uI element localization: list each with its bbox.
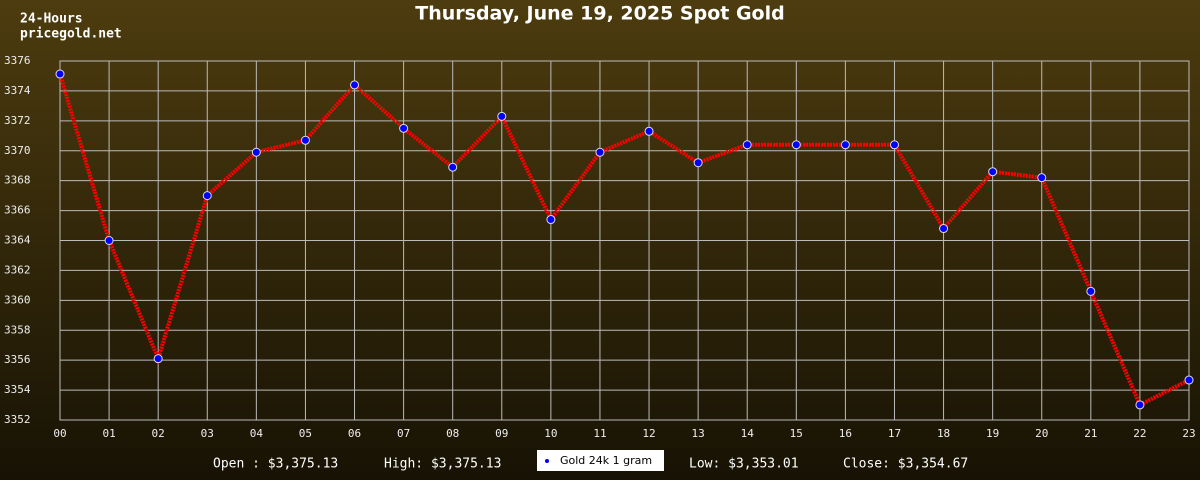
data-point: [350, 80, 360, 90]
legend-box: [537, 450, 664, 471]
x-tick-label: 00: [53, 427, 66, 440]
header-line: pricegold.net: [20, 27, 122, 42]
y-tick-label: 3370: [4, 144, 31, 157]
data-point: [1086, 286, 1096, 296]
x-tick-label: 18: [937, 427, 950, 440]
x-tick-label: 05: [299, 427, 312, 440]
data-point: [497, 111, 507, 121]
x-tick-label: 20: [1035, 427, 1048, 440]
x-tick-label: 13: [692, 427, 705, 440]
summary: Open : $3,375.13: [213, 457, 338, 472]
legend-marker: [545, 459, 549, 463]
summary: High: $3,375.13: [384, 457, 501, 472]
data-point: [202, 191, 212, 201]
x-tick-label: 10: [544, 427, 557, 440]
x-tick-label: 08: [446, 427, 459, 440]
data-point: [300, 135, 310, 145]
data-point: [546, 215, 556, 225]
y-tick-label: 3364: [4, 234, 31, 247]
y-tick-label: 3354: [4, 383, 31, 396]
data-point: [55, 69, 65, 79]
x-tick-label: 19: [986, 427, 999, 440]
x-tick-label: 21: [1084, 427, 1097, 440]
x-tick-label: 14: [741, 427, 755, 440]
data-point: [448, 162, 458, 172]
data-point: [742, 140, 752, 150]
summary: Close: $3,354.67: [843, 457, 968, 472]
data-point: [595, 147, 605, 157]
data-point: [889, 140, 899, 150]
data-point: [1037, 173, 1047, 183]
y-tick-label: 3374: [4, 84, 31, 97]
header-line: 24-Hours: [20, 12, 83, 27]
data-point: [791, 140, 801, 150]
data-point: [251, 147, 261, 157]
x-tick-label: 16: [839, 427, 852, 440]
y-tick-label: 3368: [4, 174, 31, 187]
y-tick-label: 3356: [4, 353, 31, 366]
data-point: [644, 126, 654, 136]
y-tick-label: 3352: [4, 413, 31, 426]
x-tick-label: 17: [888, 427, 901, 440]
data-point: [399, 123, 409, 133]
data-line: [58, 73, 1190, 408]
x-tick-label: 06: [348, 427, 361, 440]
data-point: [693, 158, 703, 168]
legend-label: Gold 24k 1 gram: [560, 454, 652, 467]
x-tick-label: 02: [152, 427, 165, 440]
x-tick-label: 23: [1182, 427, 1195, 440]
x-tick-label: 11: [593, 427, 606, 440]
y-tick-label: 3358: [4, 323, 31, 336]
chart-title: Thursday, June 19, 2025 Spot Gold: [415, 3, 784, 25]
y-tick-label: 3376: [4, 54, 31, 67]
y-tick-label: 3366: [4, 204, 31, 217]
x-tick-label: 03: [201, 427, 214, 440]
data-point: [939, 224, 949, 234]
x-tick-label: 12: [642, 427, 655, 440]
x-tick-label: 07: [397, 427, 410, 440]
data-point: [840, 140, 850, 150]
x-tick-label: 22: [1133, 427, 1146, 440]
data-point: [153, 354, 163, 364]
x-tick-label: 01: [102, 427, 115, 440]
y-tick-label: 3362: [4, 263, 31, 276]
y-tick-label: 3360: [4, 293, 31, 306]
data-point: [1184, 375, 1194, 385]
summary: Low: $3,353.01: [689, 457, 799, 472]
x-tick-label: 15: [790, 427, 803, 440]
x-tick-label: 04: [250, 427, 264, 440]
data-point: [104, 236, 114, 245]
x-tick-label: 09: [495, 427, 508, 440]
data-point: [988, 167, 998, 177]
y-tick-label: 3372: [4, 114, 31, 127]
data-point: [1135, 400, 1145, 410]
